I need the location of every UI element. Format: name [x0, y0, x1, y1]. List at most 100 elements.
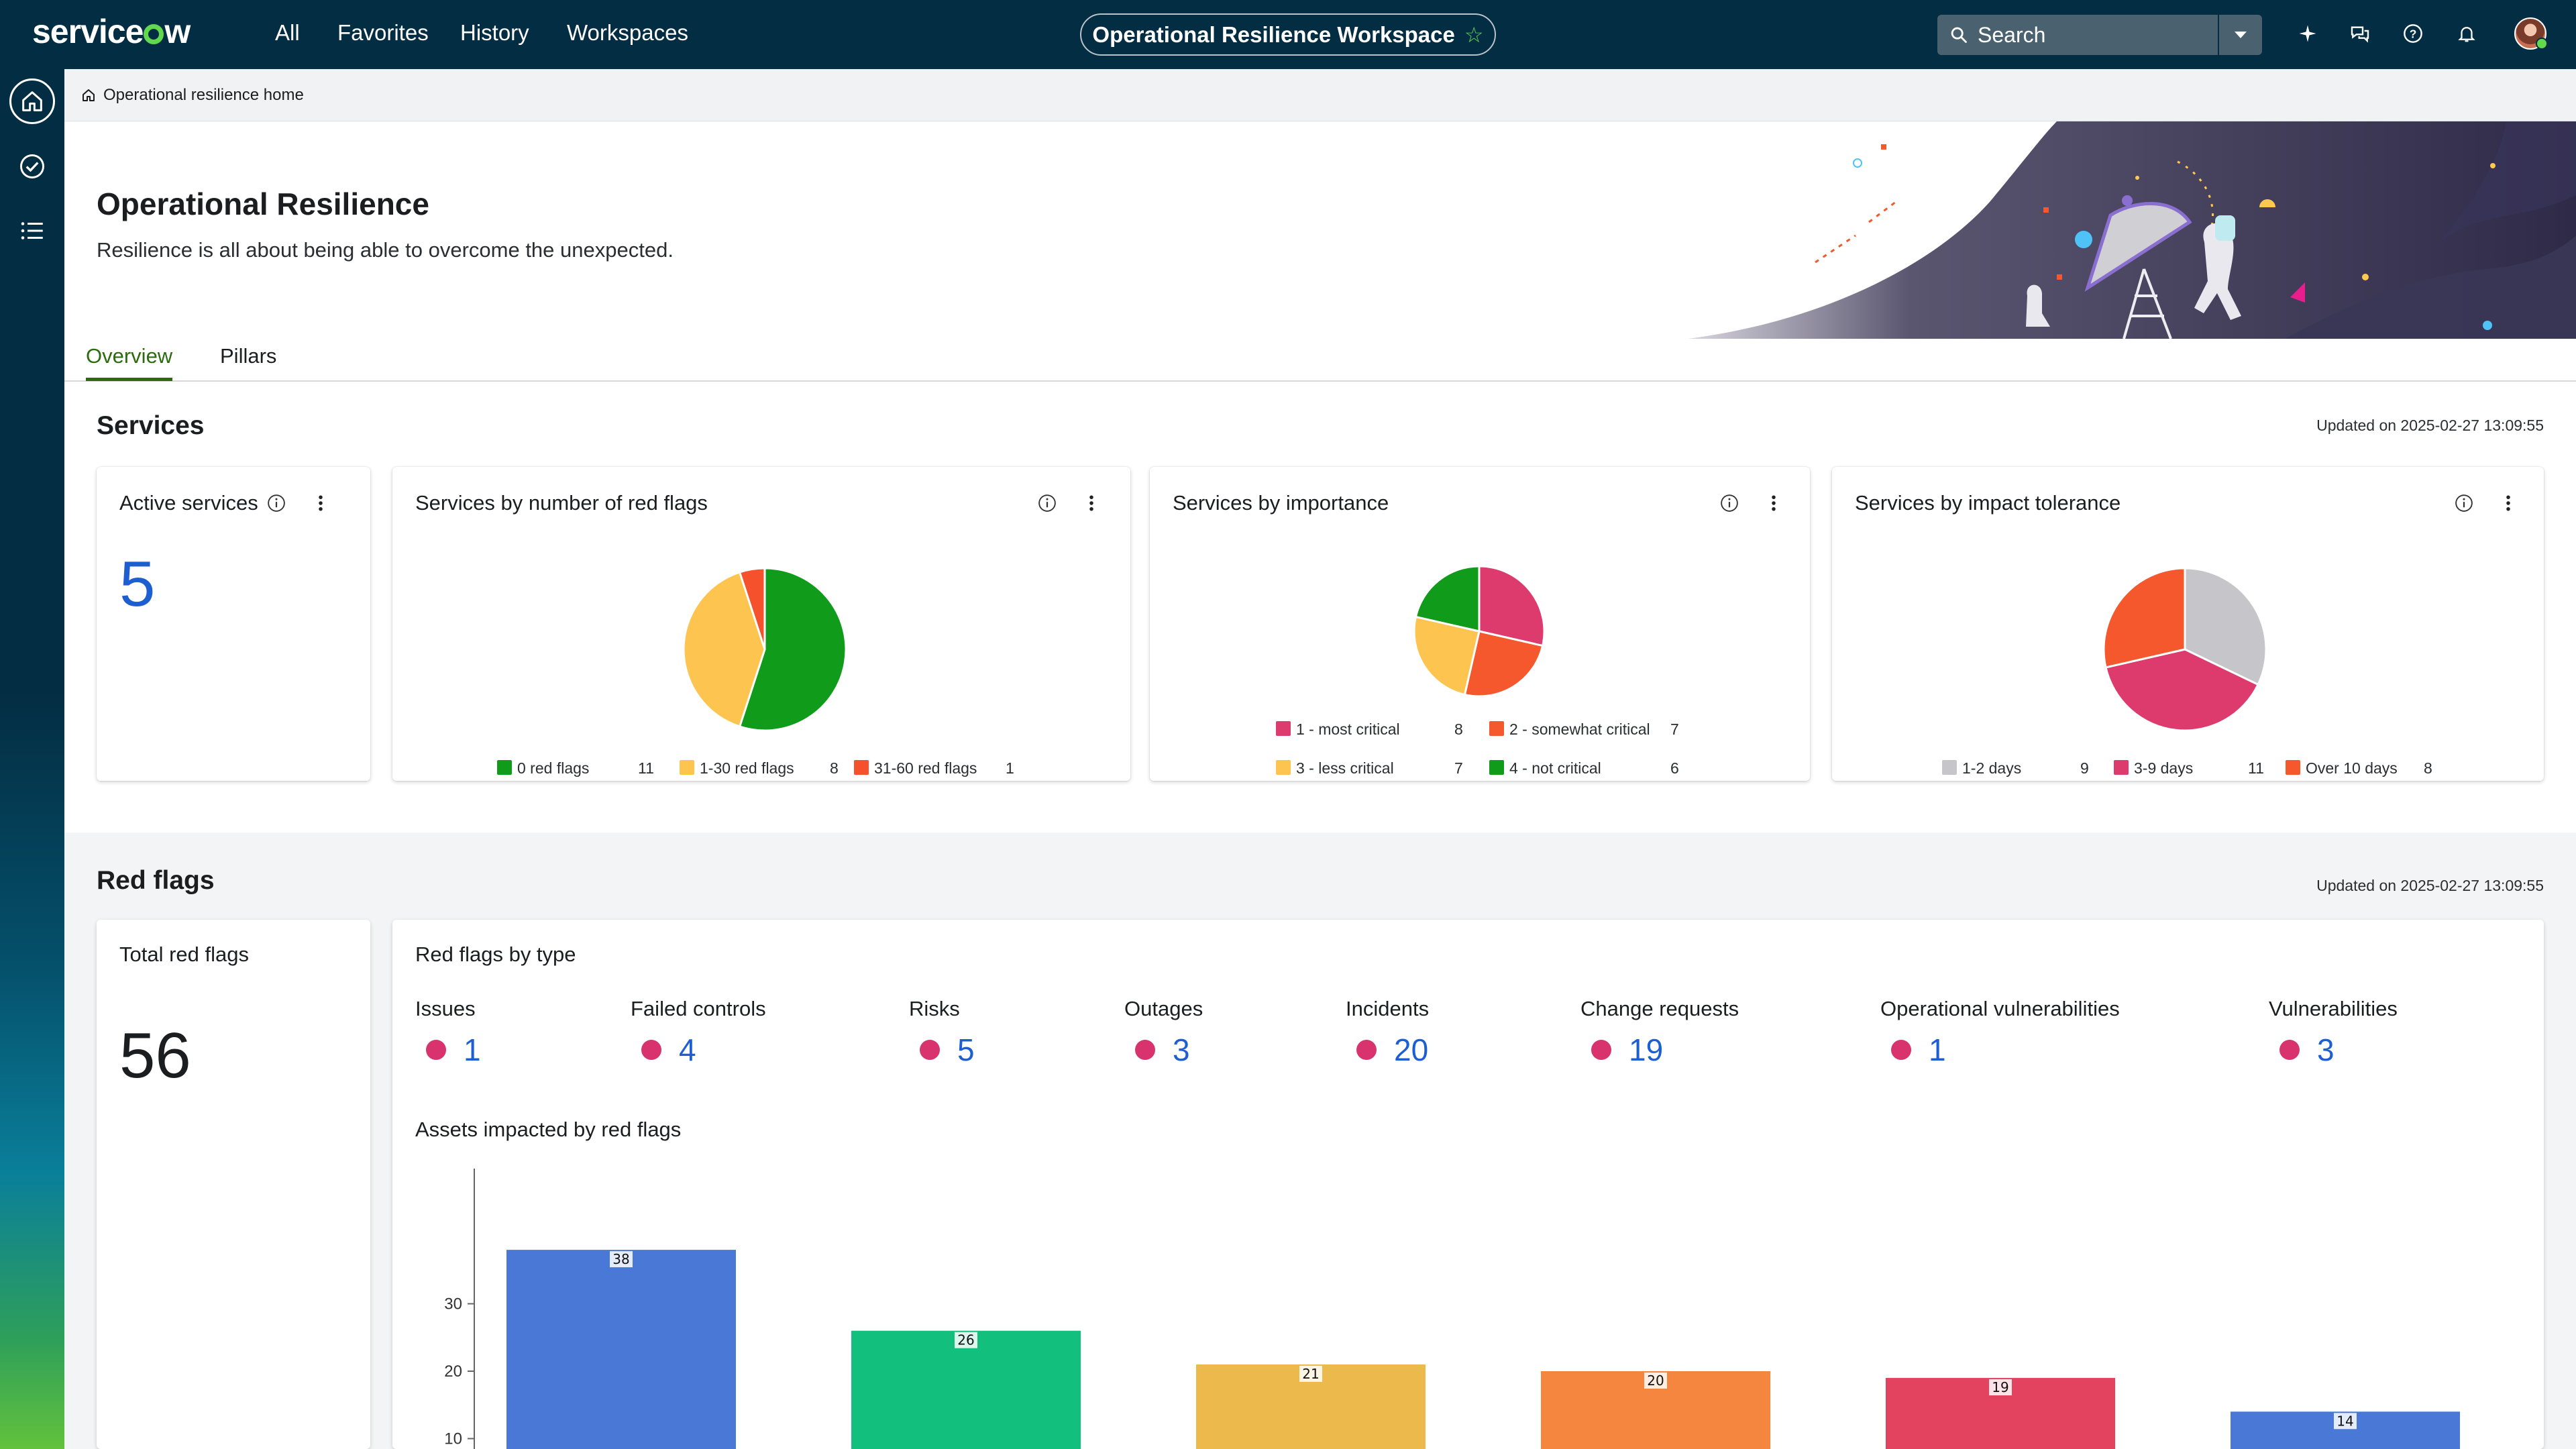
- notifications-bell-icon[interactable]: [2453, 20, 2480, 47]
- legend-label: 1-2 days: [1962, 759, 2022, 777]
- nav-all[interactable]: All: [275, 20, 300, 45]
- red-flags-pie-chart[interactable]: [392, 467, 1130, 781]
- servicenow-logo[interactable]: service w: [32, 13, 191, 50]
- y-axis-tick-label: 30: [444, 1295, 462, 1313]
- red-flags-updated-timestamp: Updated on 2025-02-27 13:09:55: [2316, 877, 2544, 894]
- pie-slice[interactable]: [2102, 567, 2186, 669]
- pie-slice[interactable]: [2184, 567, 2267, 686]
- nav-workspaces[interactable]: Workspaces: [567, 20, 688, 45]
- hero-illustration: [1688, 121, 2576, 339]
- tab-overview[interactable]: Overview: [86, 344, 173, 381]
- red-flag-count[interactable]: 4: [679, 1032, 696, 1067]
- red-flag-count[interactable]: 20: [1394, 1032, 1429, 1067]
- pie-slice[interactable]: [1413, 615, 1481, 696]
- legend-value: 7: [1670, 720, 1679, 738]
- card-title: Services by number of red flags: [415, 491, 708, 515]
- page-title: Operational Resilience: [97, 186, 429, 221]
- info-icon[interactable]: [1036, 492, 1058, 514]
- red-flag-count[interactable]: 3: [1173, 1032, 1190, 1067]
- pie-slice[interactable]: [738, 567, 847, 732]
- impact-tolerance-pie-chart[interactable]: [1832, 467, 2544, 781]
- rail-tasks-button[interactable]: [9, 144, 55, 189]
- favorite-star-icon[interactable]: ☆: [1464, 22, 1484, 47]
- total-red-flags-card[interactable]: Total red flags 56: [97, 920, 370, 1449]
- bar[interactable]: [851, 1330, 1081, 1449]
- red-flag-type-incidents[interactable]: Incidents 20: [1346, 997, 1430, 1067]
- legend-value: 9: [2080, 759, 2089, 777]
- red-flag-dot: [1591, 1040, 1611, 1060]
- nav-history[interactable]: History: [460, 20, 529, 45]
- more-options-icon[interactable]: [2498, 492, 2519, 514]
- rail-list-button[interactable]: [9, 208, 55, 254]
- workspace-title-pill[interactable]: Operational Resilience Workspace ☆: [1080, 13, 1496, 56]
- legend-swatch: [1276, 760, 1291, 775]
- assets-chart-title: Assets impacted by red flags: [415, 1118, 682, 1141]
- search-scope-dropdown[interactable]: [2219, 15, 2262, 55]
- chevron-down-icon: [2235, 32, 2247, 38]
- more-options-icon[interactable]: [310, 492, 331, 514]
- bar-value-label: 26: [957, 1332, 974, 1348]
- bar-value-label: 38: [612, 1251, 629, 1267]
- services-by-red-flags-card: Services by number of red flags 0 red fl…: [392, 467, 1130, 781]
- home-icon: [22, 91, 42, 111]
- info-icon[interactable]: [2453, 492, 2475, 514]
- info-icon[interactable]: [266, 492, 287, 514]
- pie-slice[interactable]: [682, 571, 766, 728]
- breadcrumb-home-link[interactable]: Operational resilience home: [103, 85, 304, 104]
- active-services-count[interactable]: 5: [119, 548, 156, 620]
- global-search-input[interactable]: Search: [1937, 15, 2218, 55]
- red-flag-type-operational-vulnerabilities[interactable]: Operational vulnerabilities 1: [1880, 997, 2120, 1067]
- top-navigation-bar: service w All Favorites History Workspace…: [0, 0, 2576, 69]
- legend-swatch: [1276, 721, 1291, 736]
- services-updated-timestamp: Updated on 2025-02-27 13:09:55: [2316, 417, 2544, 434]
- chat-icon[interactable]: [2347, 20, 2373, 47]
- user-avatar[interactable]: [2514, 17, 2548, 50]
- active-services-card[interactable]: Active services 5: [97, 467, 370, 781]
- red-flag-count[interactable]: 19: [1629, 1032, 1664, 1067]
- red-flag-count[interactable]: 3: [2317, 1032, 2334, 1067]
- legend-value: 8: [2424, 759, 2432, 777]
- red-flag-type-risks[interactable]: Risks 5: [909, 997, 975, 1067]
- legend-value: 7: [1454, 759, 1463, 777]
- red-flag-type-label: Incidents: [1346, 997, 1430, 1020]
- pie-slice[interactable]: [1463, 630, 1544, 698]
- card-title: Services by importance: [1173, 491, 1389, 515]
- pie-slice[interactable]: [1414, 565, 1481, 633]
- more-options-icon[interactable]: [1081, 492, 1102, 514]
- card-title: Red flags by type: [415, 943, 576, 966]
- bar-value-label-bg: [1644, 1373, 1667, 1389]
- pie-slice[interactable]: [2104, 648, 2260, 732]
- legend-label: Over 10 days: [2306, 759, 2398, 777]
- pie-slice[interactable]: [738, 567, 766, 650]
- red-flag-dot: [641, 1040, 661, 1060]
- red-flag-type-change-requests[interactable]: Change requests 19: [1580, 997, 1739, 1067]
- legend-label: 0 red flags: [517, 759, 590, 777]
- assets-impacted-bar-chart: 10 20 30 38 26 21 20 19 14: [444, 1169, 2460, 1449]
- services-section-title: Services: [97, 411, 205, 440]
- red-flag-count[interactable]: 1: [1929, 1032, 1946, 1067]
- red-flag-type-failed-controls[interactable]: Failed controls 4: [631, 997, 766, 1067]
- red-flag-type-outages[interactable]: Outages 3: [1124, 997, 1203, 1067]
- legend-value: 8: [1454, 720, 1463, 738]
- services-section: Services Updated on 2025-02-27 13:09:55 …: [64, 382, 2576, 833]
- red-flag-count[interactable]: 5: [957, 1032, 975, 1067]
- red-flag-type-vulnerabilities[interactable]: Vulnerabilities 3: [2269, 997, 2398, 1067]
- nav-favorites[interactable]: Favorites: [337, 20, 429, 45]
- pie-slice[interactable]: [1478, 565, 1546, 647]
- now-assist-sparkle-icon[interactable]: [2294, 20, 2321, 47]
- rail-home-button[interactable]: [9, 78, 55, 124]
- red-flag-type-label: Issues: [415, 997, 476, 1020]
- tab-pillars[interactable]: Pillars: [220, 344, 277, 368]
- more-options-icon[interactable]: [1763, 492, 1784, 514]
- info-icon[interactable]: [1719, 492, 1740, 514]
- help-icon[interactable]: ?: [2400, 20, 2426, 47]
- legend-label: 2 - somewhat critical: [1509, 720, 1650, 738]
- red-flag-type-issues[interactable]: Issues 1: [415, 997, 481, 1067]
- services-by-impact-tolerance-card: Services by impact tolerance 1-2 days 9 3…: [1832, 467, 2544, 781]
- red-flag-count[interactable]: 1: [464, 1032, 481, 1067]
- card-title: Services by impact tolerance: [1855, 491, 2121, 515]
- bar[interactable]: [506, 1250, 736, 1449]
- list-icon: [21, 222, 43, 239]
- chart-legend: 1 - most critical 8 2 - somewhat critical…: [1276, 720, 1746, 739]
- importance-pie-chart[interactable]: [1150, 467, 1810, 781]
